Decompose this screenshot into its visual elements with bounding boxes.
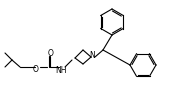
Text: N: N <box>89 52 95 60</box>
Text: O: O <box>48 49 54 59</box>
Text: NH: NH <box>55 66 67 75</box>
Text: O: O <box>33 65 39 74</box>
